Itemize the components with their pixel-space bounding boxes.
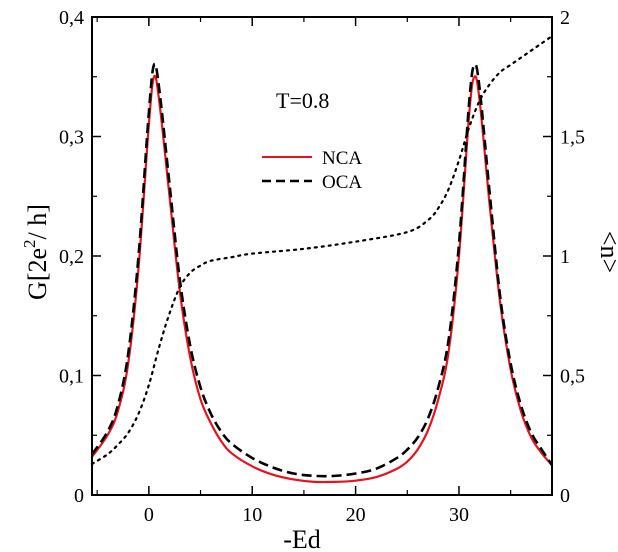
series-line-oca — [90, 62, 554, 478]
series-line-n — [90, 35, 554, 466]
y-left-tick-label: 0 — [74, 485, 84, 507]
legend-label-nca: NCA — [322, 148, 362, 169]
y-left-tick-label: 0,4 — [59, 7, 84, 29]
annotation-temperature: T=0.8 — [276, 88, 329, 113]
y-left-tick-label: 0,2 — [59, 246, 84, 268]
series-layer — [90, 35, 554, 484]
y-axis-title-left-sup: 2 — [20, 239, 39, 248]
y-right-tick-label: 0 — [560, 485, 570, 507]
y-right-tick-label: 2 — [560, 7, 570, 29]
x-tick-label: 10 — [242, 504, 262, 526]
ticks-layer: 0 10 20 30 0 0,1 0,2 0,3 0,4 0 0,5 1 1,5 2 — [59, 7, 585, 526]
y-left-tick-label: 0,3 — [59, 127, 84, 149]
y-axis-title-right: <n> — [595, 231, 618, 273]
x-tick-label: 30 — [449, 504, 469, 526]
y-right-tick-label: 0,5 — [560, 366, 585, 388]
y-right-tick-label: 1 — [560, 246, 570, 268]
y-axis-title-left: G[2e2/ h] — [20, 204, 52, 300]
x-tick-label: 0 — [144, 504, 154, 526]
legend-label-oca: OCA — [322, 172, 362, 193]
y-right-tick-label: 1,5 — [560, 127, 585, 149]
y-axis-title-left-tail: / h] — [23, 204, 52, 239]
y-left-tick-label: 0,1 — [59, 366, 84, 388]
x-tick-label: 20 — [346, 504, 366, 526]
x-axis-title: -Ed — [283, 525, 321, 552]
legend: NCA OCA — [262, 148, 362, 193]
y-axis-title-left-main: G[2e — [23, 248, 52, 300]
